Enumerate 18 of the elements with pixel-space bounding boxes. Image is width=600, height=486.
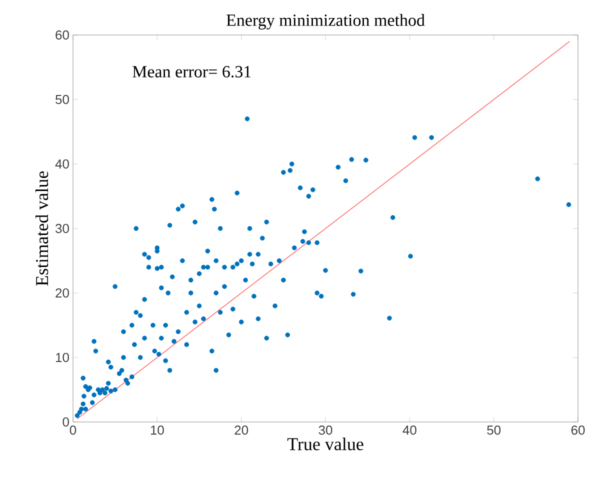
y-tick-label: 0 xyxy=(62,417,69,427)
y-tick-label: 40 xyxy=(55,159,69,169)
x-tick-label: 40 xyxy=(402,426,416,435)
x-tick-label: 10 xyxy=(150,426,164,435)
x-axis-title: True value xyxy=(287,438,364,450)
annotation: Mean error= 6.31 xyxy=(132,66,251,78)
chart-title: Energy minimization method xyxy=(226,14,425,30)
y-tick-label: 10 xyxy=(56,352,69,362)
y-axis-title: Estimated value xyxy=(35,171,48,286)
x-tick-label: 30 xyxy=(318,426,332,435)
x-tick-label: 0 xyxy=(70,426,76,435)
y-tick-label: 20 xyxy=(56,288,69,298)
y-tick-label: 30 xyxy=(56,224,69,234)
x-tick-label: 20 xyxy=(234,426,248,435)
x-tick-label: 50 xyxy=(487,426,501,435)
y-tick-label: 60 xyxy=(56,30,69,40)
y-tick-label: 50 xyxy=(56,94,69,104)
x-tick-label: 60 xyxy=(571,426,585,435)
